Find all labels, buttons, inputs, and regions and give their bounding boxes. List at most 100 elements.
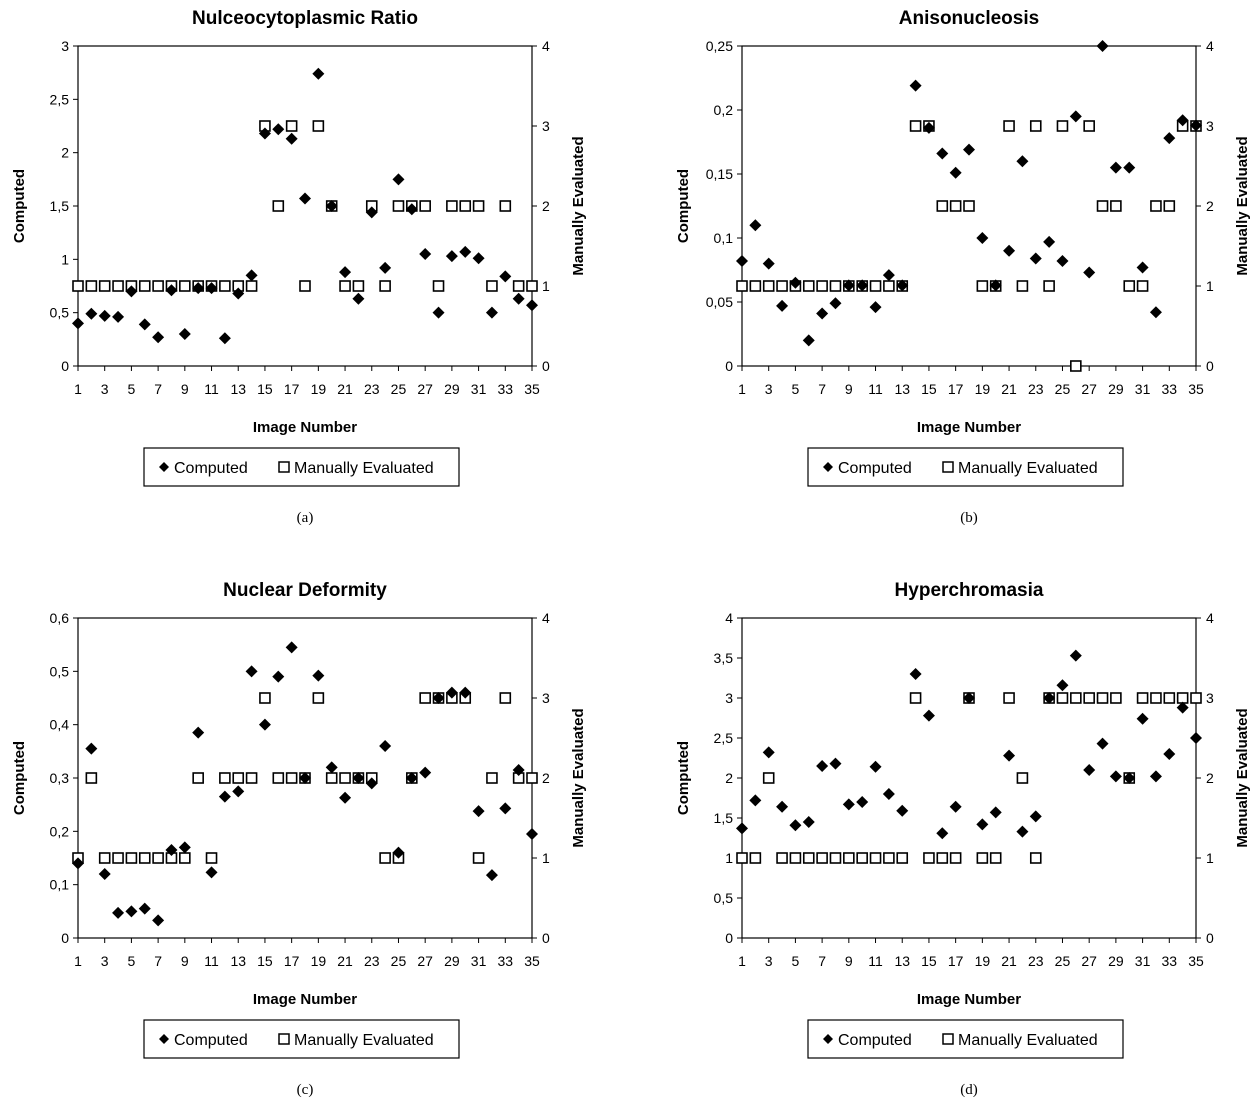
x-tick-label: 31 <box>471 381 487 397</box>
computed-point <box>138 318 151 331</box>
computed-point <box>1149 770 1162 783</box>
computed-point <box>339 791 352 804</box>
computed-point <box>762 746 775 759</box>
y2-tick-label: 4 <box>1206 38 1214 54</box>
y-tick-label: 0,3 <box>50 770 70 786</box>
y-tick-label: 0,5 <box>50 305 70 321</box>
y-tick-label: 0,1 <box>714 230 734 246</box>
x-tick-label: 33 <box>498 953 514 969</box>
computed-point <box>963 692 975 704</box>
legend-box <box>807 1019 1124 1059</box>
computed-point <box>312 669 325 682</box>
manual-point <box>1150 692 1162 704</box>
computed-point <box>736 822 748 835</box>
computed-point <box>232 287 245 300</box>
x-tick-label: 7 <box>154 381 162 397</box>
computed-point <box>802 334 815 347</box>
x-tick-label: 17 <box>284 381 300 397</box>
computed-point <box>138 902 151 915</box>
computed-point <box>909 79 922 92</box>
x-tick-label: 17 <box>948 381 964 397</box>
x-tick-label: 35 <box>524 381 540 397</box>
computed-point <box>258 718 271 731</box>
manual-point <box>789 852 802 864</box>
chart-panel-a: Nulceocytoplasmic Ratio 0 0,5 1 1,5 2 2,5 3 0 1 2 3… <box>0 0 595 530</box>
manual-point <box>419 692 431 704</box>
x-tick-label: 3 <box>101 381 109 397</box>
computed-point <box>829 297 842 310</box>
computed-point <box>976 232 989 244</box>
computed-point <box>1136 712 1149 725</box>
y-tick-label: 1,5 <box>714 810 734 826</box>
computed-point <box>1176 114 1189 127</box>
chart-panel-b: Anisonucleosis 0 0,05 0,1 0,15 0,2 0,25 0 1 2 3 4 1 3… <box>664 0 1259 530</box>
manual-point <box>1096 200 1109 212</box>
x-tick-label: 11 <box>204 953 219 969</box>
y-tick-label: 3 <box>61 38 69 54</box>
manual-point <box>976 852 989 864</box>
manual-point <box>138 852 151 864</box>
manual-point <box>325 772 338 784</box>
x-tick-label: 25 <box>391 953 407 969</box>
manual-point <box>1136 692 1149 704</box>
computed-point <box>882 269 895 282</box>
x-tick-label: 7 <box>154 953 162 969</box>
y-tick-label: 3 <box>725 690 733 706</box>
manual-point <box>486 772 498 784</box>
legend: Computed Manually Evaluated <box>807 447 1124 487</box>
computed-point <box>842 279 855 292</box>
x-tick-label: 29 <box>444 953 460 969</box>
computed-point <box>245 665 258 678</box>
manual-point <box>776 280 788 292</box>
manual-point <box>112 852 124 864</box>
y-axis-label: Computed <box>675 741 692 815</box>
manual-point <box>1070 692 1082 704</box>
computed-point <box>379 740 392 752</box>
legend-diamond-icon <box>823 462 833 472</box>
computed-point <box>1096 40 1109 52</box>
computed-point <box>1083 764 1096 776</box>
computed-point <box>526 828 538 840</box>
computed-point <box>922 121 935 134</box>
computed-point <box>869 760 882 773</box>
manual-point <box>776 852 788 864</box>
manual-point <box>125 852 138 864</box>
x-tick-label: 19 <box>311 381 327 397</box>
y2-tick-label: 1 <box>1206 850 1214 866</box>
computed-point <box>762 257 775 270</box>
computed-point <box>85 742 98 755</box>
manual-point <box>829 852 842 864</box>
computed-point <box>776 800 789 813</box>
computed-point <box>1123 161 1136 174</box>
legend-computed-label: Computed <box>174 460 248 477</box>
manual-point <box>1136 280 1149 292</box>
y2-tick-label: 2 <box>542 770 550 786</box>
computed-point <box>152 331 165 344</box>
manual-point <box>179 280 191 292</box>
manual-point <box>379 852 391 864</box>
legend: Computed Manually Evaluated <box>143 1019 460 1059</box>
manual-point <box>909 120 922 132</box>
legend-manual-label: Manually Evaluated <box>958 460 1098 477</box>
computed-point <box>736 255 748 268</box>
manual-point <box>1043 280 1055 292</box>
y2-tick-label: 4 <box>1206 610 1214 626</box>
computed-point <box>218 332 231 345</box>
y-tick-label: 1 <box>61 251 69 267</box>
x-tick-label: 11 <box>204 381 219 397</box>
chart-title: Hyperchromasia <box>895 580 1044 601</box>
y-tick-label: 0 <box>61 930 69 946</box>
computed-point <box>392 173 405 186</box>
computed-point <box>472 252 485 265</box>
x-axis-label: Image Number <box>253 991 357 1008</box>
computed-point <box>499 270 512 283</box>
manual-point <box>512 280 525 292</box>
computed-point <box>285 132 298 145</box>
y2-tick-label: 3 <box>1206 118 1214 134</box>
manual-point <box>312 120 325 132</box>
x-tick-label: 7 <box>818 953 826 969</box>
x-axis-label: Image Number <box>253 419 357 436</box>
manual-point <box>949 200 962 212</box>
y-tick-label: 2 <box>61 145 69 161</box>
computed-point <box>922 709 935 722</box>
